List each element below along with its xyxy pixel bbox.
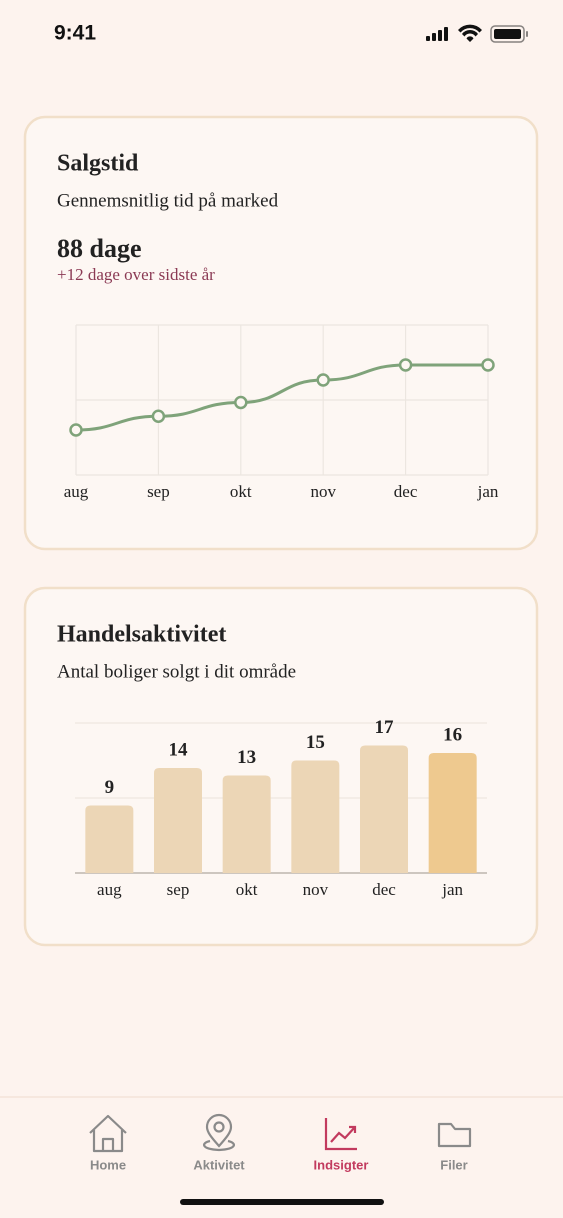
nav-label[interactable]: Indsigter xyxy=(314,1157,369,1172)
x-tick-label: okt xyxy=(230,482,252,501)
card xyxy=(23,115,539,551)
x-tick-label: sep xyxy=(147,482,170,501)
x-tick-label: okt xyxy=(236,880,258,899)
card-subtitle: Gennemsnitlig tid på marked xyxy=(57,190,279,211)
x-tick-label: jan xyxy=(441,880,463,899)
x-tick-label: sep xyxy=(167,880,190,899)
nav-icon-activity xyxy=(203,1113,235,1152)
value-label: 17 xyxy=(375,717,395,738)
point xyxy=(398,358,413,372)
x-tick-label: nov xyxy=(303,880,329,899)
x-tick-label: dec xyxy=(372,880,396,899)
point xyxy=(151,409,166,423)
x-tick-label: nov xyxy=(310,482,336,501)
value-label: 14 xyxy=(169,739,189,760)
x-tick-label: aug xyxy=(64,482,89,501)
bar xyxy=(85,805,134,873)
card xyxy=(23,586,539,947)
card-title: Handelsaktivitet xyxy=(57,622,226,648)
x-tick-label: aug xyxy=(97,880,122,899)
status-time: 9:41 xyxy=(54,22,96,45)
change-text: +12 dage over sidste år xyxy=(57,265,215,284)
bar xyxy=(360,745,408,873)
card-subtitle: Antal boliger solgt i dit område xyxy=(57,661,296,682)
nav-label[interactable]: Home xyxy=(90,1157,126,1172)
bar xyxy=(154,768,202,873)
nav-label[interactable]: Aktivitet xyxy=(193,1157,245,1172)
point xyxy=(234,395,248,410)
card-title: Salgstid xyxy=(57,151,139,177)
x-tick-label: dec xyxy=(394,482,418,501)
value-label: 15 xyxy=(306,732,325,753)
status-icons xyxy=(426,24,528,43)
line-series xyxy=(75,363,488,432)
headline-value: 88 dage xyxy=(57,234,142,263)
x-tick-label: jan xyxy=(477,482,499,501)
point xyxy=(481,358,495,372)
nav-icon-files xyxy=(437,1122,472,1148)
point xyxy=(69,423,83,437)
point xyxy=(316,373,330,387)
nav-label[interactable]: Filer xyxy=(440,1157,467,1172)
bar xyxy=(291,760,340,873)
value-label: 16 xyxy=(443,724,462,745)
home-indicator xyxy=(180,1199,384,1205)
value-label: 9 xyxy=(105,777,115,798)
bar xyxy=(222,775,271,873)
value-label: 13 xyxy=(237,747,256,768)
bar xyxy=(428,753,477,873)
nav-icon-insights xyxy=(324,1118,357,1151)
nav-icon-home xyxy=(89,1114,127,1153)
